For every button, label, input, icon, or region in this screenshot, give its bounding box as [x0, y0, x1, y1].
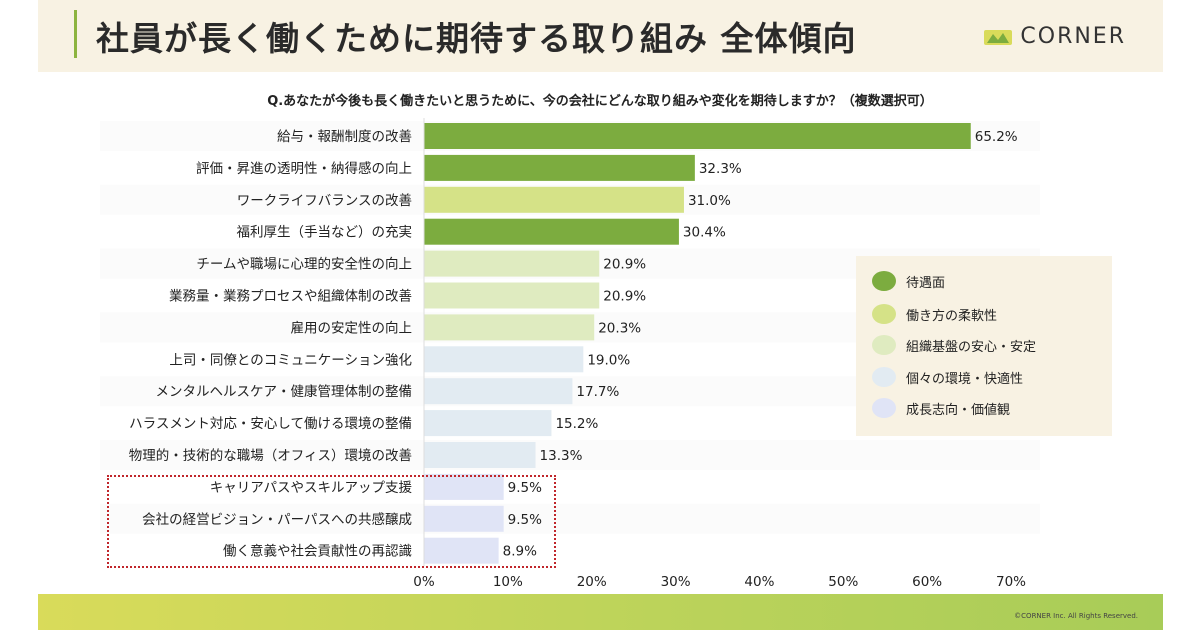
- copyright-text: ©CORNER Inc. All Rights Reserved.: [1014, 612, 1138, 620]
- brand-logo: CORNER: [984, 24, 1126, 49]
- x-tick-label: 70%: [996, 574, 1026, 590]
- bar: [424, 314, 595, 341]
- category-label: ワークライフバランスの改善: [237, 193, 412, 209]
- value-label: 17.7%: [576, 384, 619, 400]
- bar: [424, 154, 695, 181]
- legend-label: 働き方の柔軟性: [906, 308, 998, 324]
- value-label: 9.5%: [508, 480, 542, 496]
- title-accent-bar: [74, 10, 77, 58]
- row-band: [100, 503, 1040, 534]
- bar: [424, 537, 499, 564]
- category-label: チームや職場に心理的安全性の向上: [196, 256, 412, 273]
- legend: 待遇面 働き方の柔軟性 組織基盤の安心・安定 個々の環境・快適性 成長志向・価値…: [856, 256, 1112, 436]
- x-tick-label: 50%: [828, 574, 858, 590]
- bar: [424, 505, 504, 532]
- survey-question: Q.あなたが今後も長く働きたいと思うために、今の会社にどんな取り組みや変化を期待…: [267, 94, 933, 109]
- value-label: 20.3%: [598, 320, 641, 336]
- bar: [424, 473, 504, 500]
- bar: [424, 346, 584, 373]
- category-label: キャリアパスやスキルアップ支援: [210, 480, 413, 496]
- bar: [424, 410, 552, 437]
- category-label: 上司・同僚とのコミュニケーション強化: [169, 352, 412, 368]
- category-label: ハラスメント対応・安心して働ける環境の整備: [129, 416, 412, 432]
- category-label: 評価・昇進の透明性・納得感の向上: [196, 160, 412, 177]
- legend-item: 待遇面: [872, 268, 945, 294]
- bar: [424, 186, 684, 213]
- legend-swatch: [872, 367, 896, 387]
- value-label: 19.0%: [587, 352, 630, 368]
- footer-band: [38, 594, 1163, 630]
- x-tick-label: 10%: [493, 574, 523, 590]
- bar: [424, 218, 679, 245]
- bar: [424, 123, 971, 149]
- bar: [424, 378, 573, 405]
- value-label: 9.5%: [508, 512, 542, 528]
- legend-item: 個々の環境・快適性: [872, 364, 1023, 390]
- x-tick-label: 0%: [413, 574, 435, 590]
- legend-swatch: [872, 271, 896, 291]
- row-band: [100, 535, 1040, 566]
- value-label: 13.3%: [540, 448, 583, 464]
- bar: [424, 442, 536, 468]
- value-label: 15.2%: [555, 416, 598, 432]
- highlight-box: [107, 475, 556, 568]
- x-tick-label: 20%: [577, 574, 607, 590]
- legend-swatch: [872, 398, 896, 418]
- header-band: [38, 0, 1163, 72]
- category-label: 雇用の安定性の向上: [291, 319, 413, 336]
- value-label: 65.2%: [975, 129, 1018, 145]
- category-label: メンタルヘルスケア・健康管理体制の整備: [156, 383, 413, 400]
- category-label: 働く意義や社会貢献性の再認識: [223, 543, 412, 560]
- legend-swatch: [872, 335, 896, 355]
- category-label: 福利厚生（手当など）の充実: [237, 225, 413, 241]
- legend-label: 組織基盤の安心・安定: [906, 339, 1037, 355]
- legend-label: 成長志向・価値観: [906, 402, 1011, 418]
- bar: [424, 282, 600, 309]
- x-tick-label: 40%: [744, 574, 774, 590]
- value-label: 8.9%: [503, 544, 537, 560]
- row-band: [100, 440, 1040, 470]
- brand-name: CORNER: [1020, 24, 1126, 49]
- value-label: 32.3%: [699, 161, 742, 177]
- category-label: 物理的・技術的な職場（オフィス）環境の改善: [129, 448, 412, 464]
- value-label: 31.0%: [688, 193, 731, 209]
- value-label: 30.4%: [683, 225, 726, 241]
- legend-swatch: [872, 304, 896, 324]
- legend-item: 組織基盤の安心・安定: [872, 332, 1036, 358]
- legend-item: 成長志向・価値観: [872, 395, 1010, 421]
- value-label: 20.9%: [603, 289, 646, 305]
- category-label: 会社の経営ビジョン・パーパスへの共感醸成: [142, 511, 412, 528]
- category-label: 給与・報酬制度の改善: [277, 129, 412, 145]
- legend-label: 個々の環境・快適性: [906, 371, 1024, 387]
- value-label: 20.9%: [603, 257, 646, 273]
- bar: [424, 250, 600, 277]
- page-title: 社員が長く働くために期待する取り組み 全体傾向: [96, 19, 857, 58]
- x-tick-label: 60%: [912, 574, 942, 590]
- category-label: 業務量・業務プロセスや組織体制の改善: [169, 289, 412, 305]
- corner-logo-icon: [984, 29, 1013, 45]
- legend-item: 働き方の柔軟性: [872, 301, 997, 327]
- x-tick-label: 30%: [661, 574, 691, 590]
- legend-label: 待遇面: [906, 275, 946, 291]
